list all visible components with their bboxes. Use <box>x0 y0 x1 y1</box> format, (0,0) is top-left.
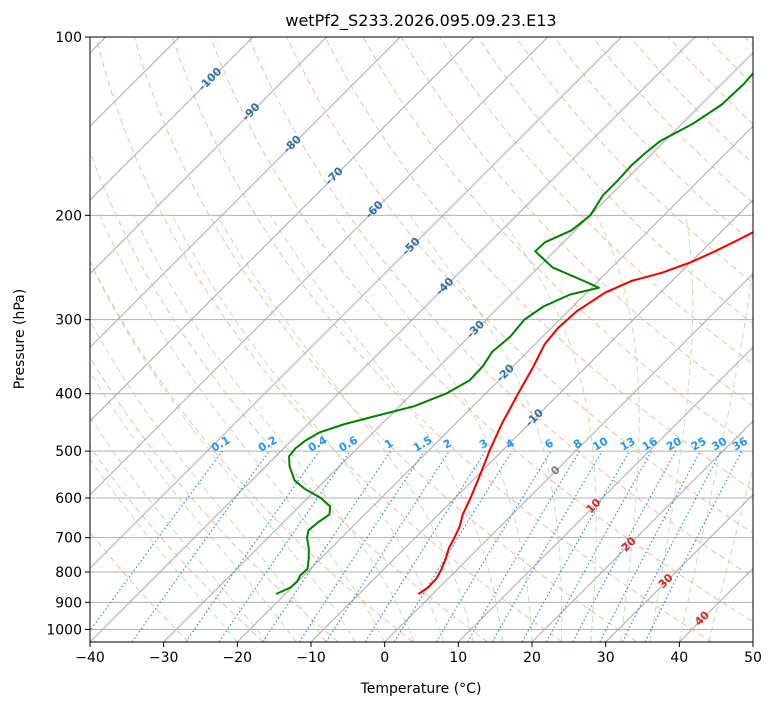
moist-adiabat-line <box>90 416 268 642</box>
mixing-ratio-line <box>218 450 351 642</box>
mixing-ratio-line <box>572 450 677 642</box>
mixing-ratio-line <box>298 450 425 642</box>
mixing-ratio-line <box>393 450 513 642</box>
dry-adiabat-line <box>95 37 563 642</box>
mixing-ratio-line <box>644 450 743 642</box>
chart-title: wetPf2_S233.2026.095.09.23.E13 <box>285 11 556 31</box>
x-axis-label: Temperature (°C) <box>360 681 482 697</box>
moist-adiabat-line <box>172 215 445 642</box>
y-tick-label: 600 <box>55 491 82 507</box>
x-tick-label: 20 <box>523 650 541 666</box>
isotherm-line <box>90 37 475 422</box>
mixing-ratio-line <box>262 450 392 642</box>
moist-adiabat-line <box>217 215 474 642</box>
moist-adiabat-line <box>133 215 415 642</box>
y-tick-label: 100 <box>55 30 82 46</box>
isotherm-line <box>90 37 401 349</box>
plot-area: -100-90-80-70-60-50-40-30-20-10010203040… <box>90 37 753 642</box>
isotherms <box>90 37 753 642</box>
mixing-ratio-line <box>90 450 223 632</box>
mixing-ratio-line <box>325 450 450 642</box>
mixing-ratio-line <box>185 450 320 642</box>
moist-adiabat-line <box>270 215 503 642</box>
mixing-ratio-lines <box>90 450 743 642</box>
x-axis-ticks: −40 −30 −20 −10 0 10 20 30 40 50 <box>75 642 762 666</box>
dry-adiabat-line <box>210 37 753 623</box>
moist-adiabat-line <box>409 215 563 642</box>
dry-adiabat-line <box>90 356 339 642</box>
moist-adiabat-line <box>678 265 753 642</box>
moist-adiabats <box>90 215 753 642</box>
y-tick-label: 700 <box>55 531 82 547</box>
plot-frame <box>89 36 754 643</box>
y-axis-label: Pressure (hPa) <box>12 289 28 389</box>
x-tick-label: 40 <box>670 650 688 666</box>
pressure-gridlines <box>90 37 753 630</box>
isotherm-line <box>90 37 622 570</box>
moist-adiabat-line <box>90 319 327 642</box>
x-tick-label: 10 <box>449 650 467 666</box>
y-tick-label: 300 <box>55 313 82 329</box>
x-tick-label: −40 <box>75 650 105 666</box>
moist-adiabat-line <box>90 458 238 642</box>
moist-adiabat-line <box>90 260 356 642</box>
isotherm-line <box>384 272 753 642</box>
y-tick-label: 400 <box>55 387 82 403</box>
x-tick-label: 0 <box>380 650 389 666</box>
isotherm-line <box>90 37 254 201</box>
y-axis-ticks: 100 200 300 400 500 600 700 800 900 1000 <box>46 30 90 638</box>
isotherm-line <box>90 37 328 275</box>
moist-adiabat-line <box>90 370 297 642</box>
isotherm-line <box>90 37 696 642</box>
y-tick-label: 800 <box>55 565 82 581</box>
x-tick-label: 30 <box>597 650 615 666</box>
dewpoint-profile-line <box>275 71 753 595</box>
x-tick-label: −20 <box>223 650 253 666</box>
temperature-profile-line <box>418 231 753 595</box>
dry-adiabat-line <box>133 37 638 642</box>
isotherm-line <box>90 37 549 496</box>
x-tick-label: 50 <box>744 650 762 666</box>
isotherm-line <box>531 420 753 642</box>
x-tick-label: −30 <box>149 650 179 666</box>
moist-adiabat-line <box>333 215 533 642</box>
profile-series <box>275 71 753 595</box>
moist-adiabat-line <box>596 215 640 642</box>
isotherm-line <box>310 199 753 642</box>
dry-adiabat-line <box>171 37 712 642</box>
y-tick-label: 500 <box>55 444 82 460</box>
dry-adiabat-line <box>515 37 753 284</box>
dry-adiabat-line <box>90 259 414 642</box>
dry-adiabat-line <box>248 37 753 578</box>
mixing-ratio-line <box>521 450 631 642</box>
isotherm-line <box>236 125 753 642</box>
mixing-ratio-line <box>131 450 270 642</box>
x-tick-label: −10 <box>296 650 326 666</box>
mixing-ratio-line <box>545 450 653 642</box>
y-tick-label: 900 <box>55 595 82 611</box>
isotherm-line <box>457 346 753 642</box>
moist-adiabat-line <box>649 215 694 642</box>
y-tick-label: 200 <box>55 208 82 224</box>
dry-adiabat-line <box>90 445 264 642</box>
moist-adiabat-line <box>99 215 386 642</box>
y-tick-label: 1000 <box>46 622 82 638</box>
dry-adiabat-line <box>286 37 753 534</box>
isotherm-line <box>605 493 753 642</box>
